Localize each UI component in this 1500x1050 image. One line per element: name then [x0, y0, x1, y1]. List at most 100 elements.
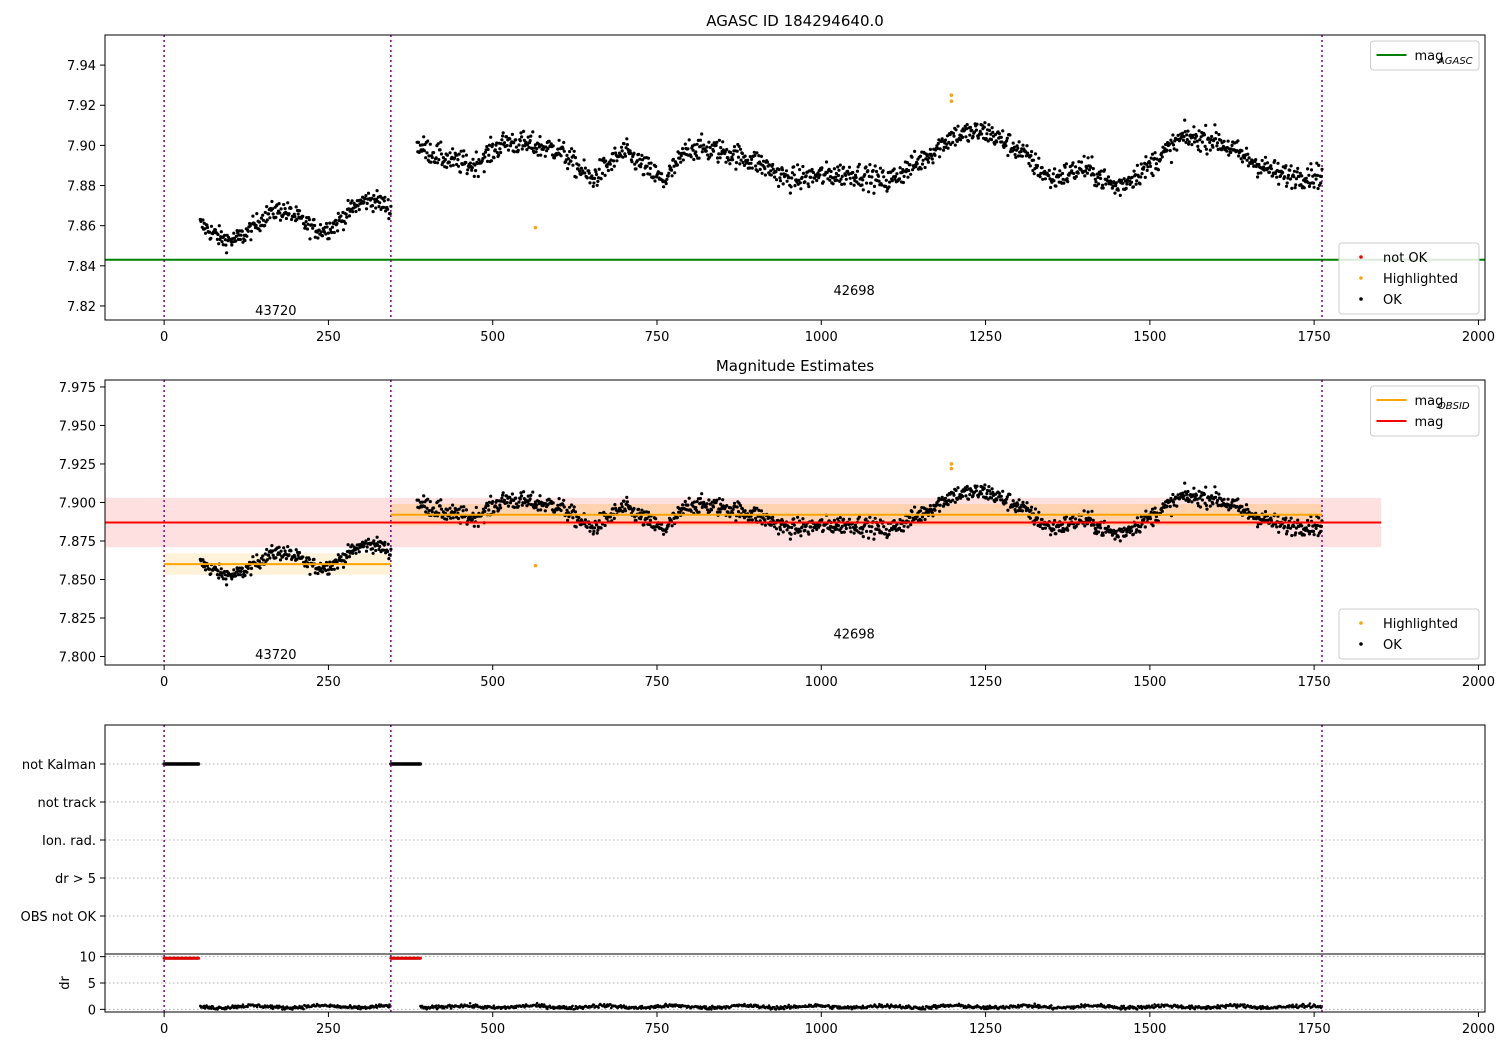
- data-point-ok: [522, 129, 526, 133]
- data-point-ok: [1099, 169, 1103, 173]
- data-point-ok: [1183, 118, 1187, 122]
- data-point-ok: [451, 503, 455, 507]
- data-point-ok: [251, 555, 255, 559]
- data-point-ok: [1222, 497, 1226, 501]
- data-point-ok: [436, 499, 440, 503]
- data-point-ok: [987, 123, 991, 127]
- data-point-ok: [1089, 165, 1093, 169]
- data-point-ok: [1076, 171, 1080, 175]
- data-point-ok: [312, 557, 316, 562]
- data-point-ok: [1185, 138, 1189, 142]
- legend-entry-subscript: OBSID: [1438, 401, 1470, 412]
- data-point-ok: [877, 528, 881, 532]
- data-point-ok: [831, 530, 835, 534]
- data-point-ok: [378, 201, 382, 205]
- data-point-ok: [1011, 499, 1015, 503]
- data-point-ok: [531, 130, 535, 134]
- data-point-ok: [1083, 174, 1087, 178]
- data-point-ok: [928, 504, 933, 508]
- data-point-ok: [715, 510, 720, 514]
- data-point-ok: [605, 165, 609, 169]
- data-point-ok: [1190, 143, 1194, 147]
- data-point-ok: [365, 545, 369, 549]
- data-point-ok: [512, 505, 517, 509]
- data-point-ok: [898, 166, 902, 170]
- data-point-ok: [803, 528, 807, 533]
- dr-point: [270, 1004, 274, 1007]
- data-point-ok: [499, 499, 503, 503]
- data-point-ok: [985, 491, 989, 496]
- data-point-ok: [529, 493, 533, 497]
- data-point-ok: [804, 174, 808, 178]
- data-point-ok: [1186, 129, 1190, 133]
- data-point-ok: [951, 498, 955, 502]
- data-point-ok: [234, 239, 238, 243]
- data-point-ok: [943, 138, 948, 142]
- data-point-ok: [923, 165, 927, 170]
- data-point-ok: [872, 191, 876, 195]
- data-point-ok: [984, 137, 988, 141]
- data-point-ok: [1151, 524, 1155, 528]
- data-point-ok: [1307, 523, 1311, 528]
- data-point-ok: [1148, 517, 1153, 521]
- series-ok: [198, 118, 1324, 255]
- data-point-ok: [386, 549, 390, 554]
- data-point-ok: [907, 169, 911, 173]
- data-point-ok: [1052, 179, 1056, 183]
- data-point-ok: [642, 172, 646, 177]
- data-point-ok: [573, 510, 578, 514]
- data-point-ok: [691, 504, 695, 508]
- data-point-ok: [1033, 507, 1038, 511]
- data-point-ok: [735, 505, 739, 509]
- data-point-ok: [993, 142, 997, 146]
- dr-segment: [419, 1001, 1324, 1011]
- dr-point: [255, 1005, 259, 1009]
- data-point-ok: [715, 140, 719, 144]
- data-point-ok: [1286, 523, 1291, 528]
- data-point-ok: [373, 200, 377, 204]
- data-point-ok: [1028, 516, 1032, 520]
- data-point-ok: [435, 161, 440, 165]
- data-point-ok: [422, 135, 426, 139]
- data-point-ok: [895, 172, 899, 176]
- data-point-ok: [217, 576, 221, 580]
- data-point-ok: [686, 503, 690, 507]
- data-point-ok: [439, 507, 444, 511]
- data-point-ok: [430, 155, 434, 160]
- data-point-ok: [1092, 523, 1096, 527]
- data-point-ok: [562, 149, 566, 153]
- data-point-ok: [370, 204, 375, 208]
- data-point-ok: [796, 163, 800, 167]
- data-point-ok: [493, 504, 497, 508]
- data-point-ok: [270, 544, 274, 548]
- data-point-ok: [750, 157, 754, 161]
- data-point-ok: [1029, 154, 1033, 158]
- data-point-ok: [1090, 509, 1094, 513]
- data-point-ok: [1021, 143, 1025, 147]
- data-point-ok: [1051, 172, 1055, 176]
- legend-entry-subscript: AGASC: [1437, 56, 1473, 67]
- data-point-ok: [240, 566, 244, 571]
- data-point-ok: [692, 500, 697, 504]
- data-point-ok: [1053, 167, 1057, 171]
- data-point-ok: [278, 552, 282, 556]
- data-point-ok: [885, 189, 889, 193]
- data-point-ok: [543, 509, 547, 513]
- data-point-ok: [1094, 180, 1098, 184]
- data-point-ok: [232, 231, 236, 235]
- data-point-ok: [1021, 500, 1025, 504]
- data-point-ok: [708, 145, 712, 150]
- data-point-ok: [265, 558, 269, 562]
- data-point-ok: [612, 164, 616, 168]
- data-point-ok: [525, 143, 530, 147]
- data-point-ok: [592, 181, 596, 185]
- data-point-ok: [681, 503, 685, 507]
- data-point-ok: [565, 508, 569, 512]
- data-point-ok: [824, 160, 829, 164]
- data-point-ok: [1114, 529, 1118, 533]
- data-point-ok: [1116, 535, 1120, 539]
- data-point-ok: [774, 170, 778, 174]
- data-point-ok: [240, 229, 244, 233]
- data-point-ok: [1312, 533, 1316, 537]
- data-point-ok: [1086, 510, 1090, 514]
